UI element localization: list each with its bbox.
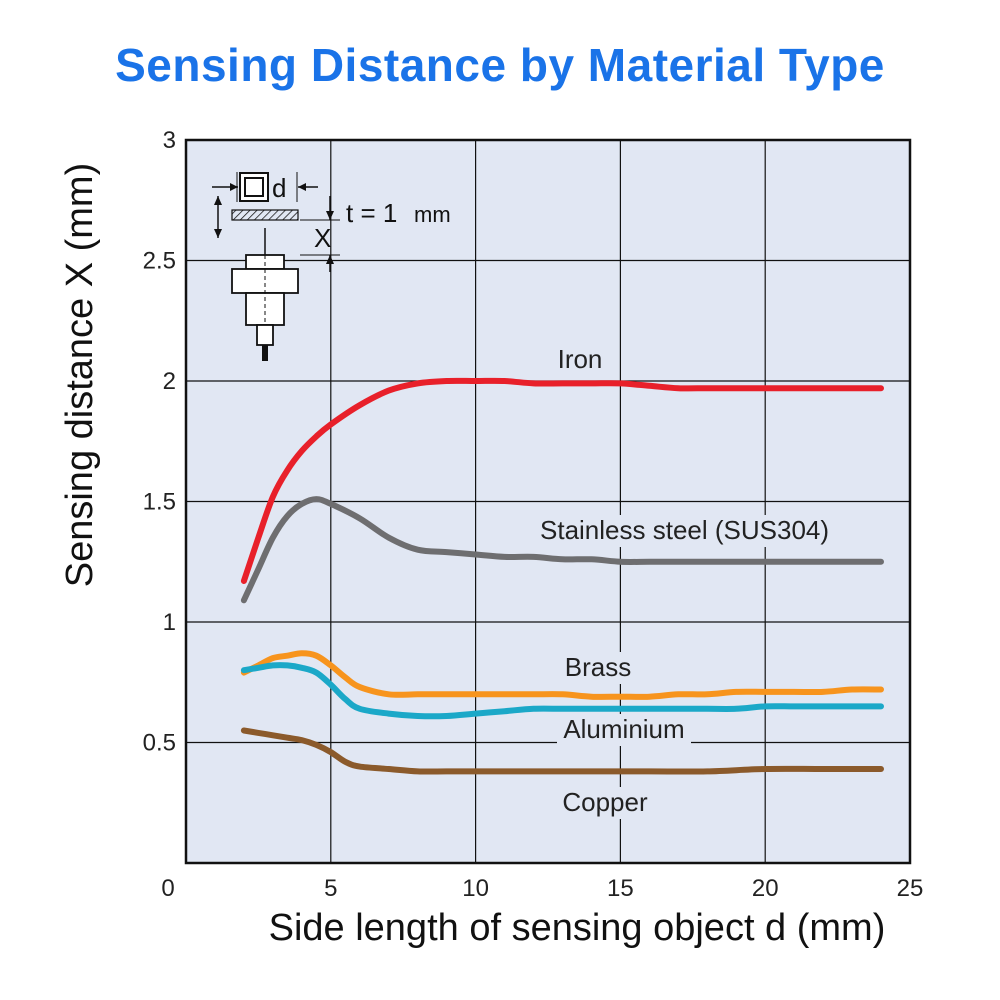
x-distance-label: X	[314, 223, 331, 253]
x-axis-label: Side length of sensing object d (mm)	[269, 907, 886, 949]
sensor-tail	[256, 324, 274, 346]
x-tick-label: 25	[897, 875, 924, 902]
y-tick-label: 1.5	[143, 489, 176, 516]
series-label-bg	[548, 344, 612, 376]
x-tick-label: 10	[462, 875, 489, 902]
d-label: d	[272, 173, 286, 203]
x-tick-label: 5	[324, 875, 337, 902]
y-tick-label: 3	[163, 127, 176, 154]
series-label-aluminium: Aluminium	[563, 714, 684, 744]
series-label-brass: Brass	[565, 652, 631, 682]
series-line-stainless-steel-sus304	[240, 496, 884, 604]
series-label-bg	[557, 714, 691, 746]
plate	[231, 209, 299, 221]
tick-labels: 0 5 10 15 20 25 0.5 1 1.5 2 2.5 3	[143, 127, 924, 902]
series-layer	[240, 377, 884, 775]
x-tick-label: 20	[752, 875, 779, 902]
thickness-label: t = 1	[346, 198, 397, 228]
sensor-diagram: d t = 1 mm X	[212, 172, 451, 361]
series-line-iron	[240, 377, 884, 584]
y-tick-label: 1	[163, 609, 176, 636]
chart-title: Sensing Distance by Material Type	[115, 39, 885, 91]
series-label-bg	[536, 515, 880, 547]
series-label-iron: Iron	[558, 344, 603, 374]
sensor-cable	[262, 345, 268, 361]
series-labels: Iron Stainless steel (SUS304) Brass Alumini…	[536, 344, 880, 819]
y-axis-label: Sensing distance X (mm)	[59, 163, 101, 588]
x-tick-label: 15	[607, 875, 634, 902]
series-line-aluminium	[240, 662, 884, 720]
plot-border	[184, 138, 912, 865]
series-label-stainless-steel-sus304: Stainless steel (SUS304)	[540, 515, 829, 545]
thickness-unit: mm	[414, 202, 451, 227]
y-tick-label: 2	[163, 368, 176, 395]
series-line-brass	[240, 650, 884, 700]
x-tick-label: 0	[161, 875, 174, 902]
y-tick-label: 0.5	[143, 730, 176, 757]
series-label-bg	[559, 787, 651, 819]
series-label-bg	[559, 652, 637, 684]
y-tick-label: 2.5	[143, 248, 176, 275]
series-line-copper	[240, 727, 884, 775]
target-inner	[244, 177, 264, 197]
series-label-copper: Copper	[562, 787, 648, 817]
